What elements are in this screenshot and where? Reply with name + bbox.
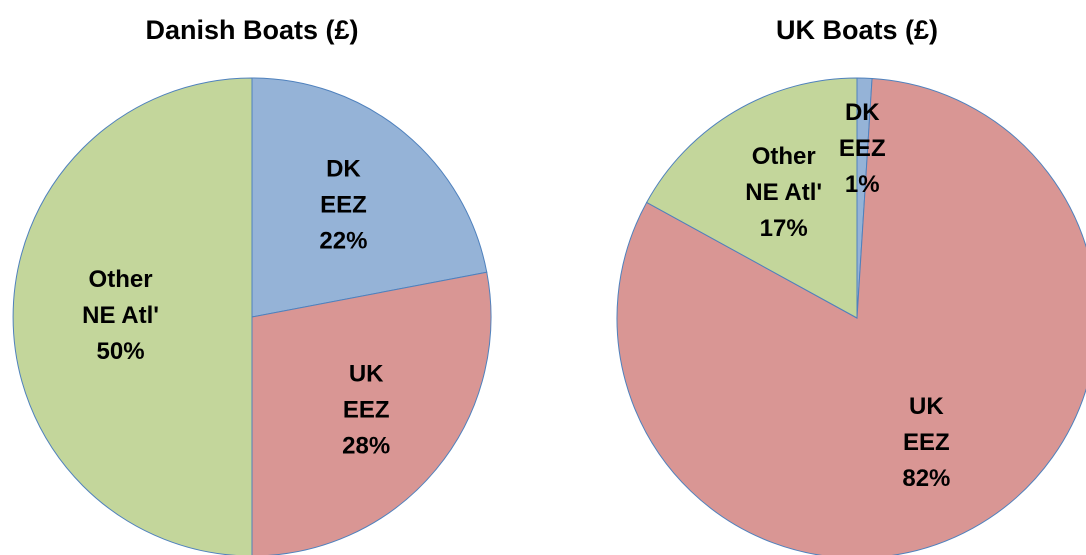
slice-category: DK EEZ <box>839 99 886 162</box>
slice-category: UK EEZ <box>343 361 390 424</box>
slice-value-label: 82% <box>902 466 950 493</box>
slice-label: Other NE Atl' 50% <box>82 266 159 365</box>
slice-category-line: NE Atl' <box>745 179 822 206</box>
slice-label: DK EEZ 1% <box>839 99 886 198</box>
slice-category-line: EEZ <box>343 397 390 424</box>
pie-slice <box>616 77 1086 555</box>
slice-label: DK EEZ 22% <box>319 156 367 255</box>
slice-category-line: EEZ <box>839 135 886 162</box>
slice-label: UK EEZ 28% <box>342 361 390 460</box>
slice-category-line: Other <box>89 266 153 293</box>
chart-title: UK Boats (£) <box>776 15 938 45</box>
slice-category-line: UK <box>349 361 384 388</box>
slice-label: Other NE Atl' 17% <box>745 143 822 242</box>
slice-label: UK EEZ 82% <box>902 394 950 493</box>
slice-value-label: 50% <box>97 338 145 365</box>
slice-category-line: EEZ <box>903 430 950 457</box>
slice-value-label: 17% <box>760 215 808 242</box>
pie-slice <box>12 77 253 555</box>
pie-slice <box>251 271 492 555</box>
slice-category: Other NE Atl' <box>82 266 159 329</box>
pie-slice <box>251 77 488 318</box>
slice-category: DK EEZ <box>320 156 367 219</box>
slice-category: Other NE Atl' <box>745 143 822 206</box>
slice-value-label: 28% <box>342 433 390 460</box>
pie-slice <box>646 77 858 319</box>
slice-category-line: UK <box>909 394 944 421</box>
slice-category-line: EEZ <box>320 192 367 219</box>
slice-category-line: DK <box>326 156 361 183</box>
slice-category: UK EEZ <box>903 394 950 457</box>
slice-value-label: 1% <box>845 171 880 198</box>
slice-category-line: DK <box>845 99 880 126</box>
slice-category-line: Other <box>752 143 816 170</box>
chart-title: Danish Boats (£) <box>145 15 358 45</box>
slice-value-label: 22% <box>319 228 367 255</box>
slice-category-line: NE Atl' <box>82 302 159 329</box>
